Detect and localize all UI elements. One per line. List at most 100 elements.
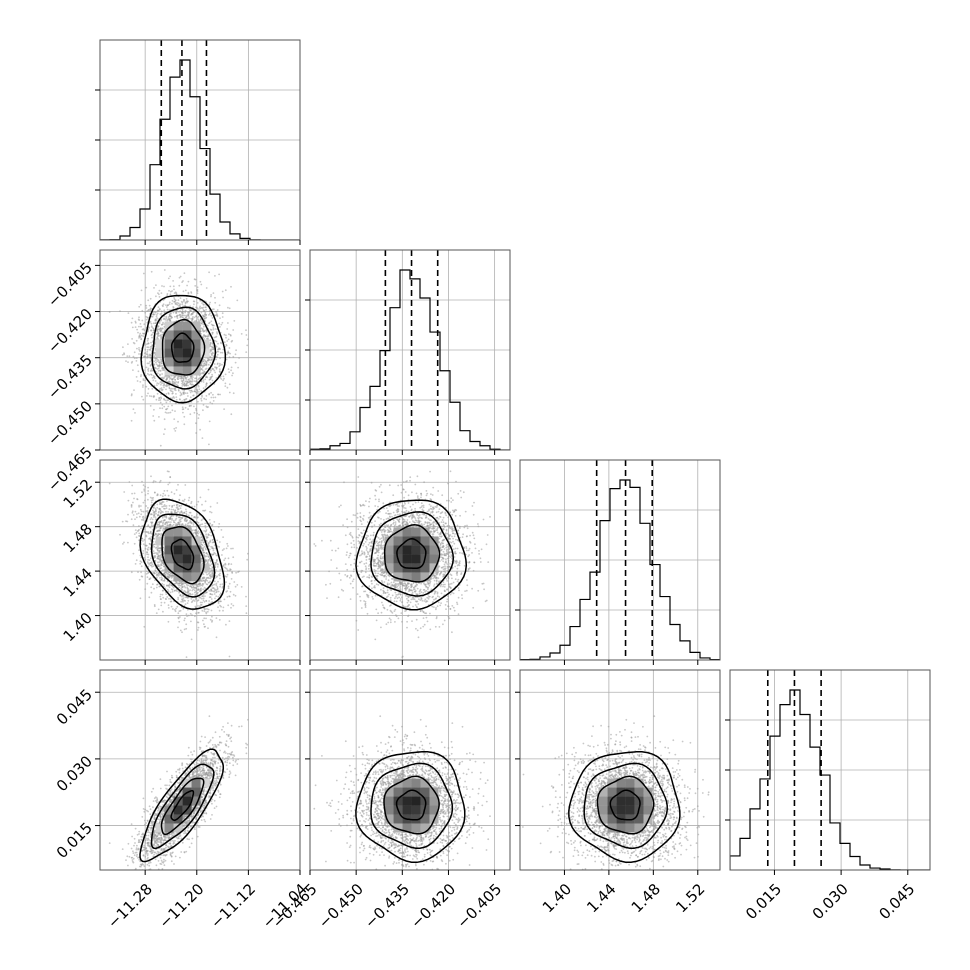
scatter-point	[196, 286, 199, 289]
scatter-point	[193, 405, 195, 408]
scatter-point	[133, 497, 135, 500]
scatter-point	[227, 338, 230, 341]
scatter-point	[232, 392, 235, 395]
scatter-point	[178, 499, 181, 501]
scatter-point	[149, 496, 152, 499]
scatter-point	[150, 329, 153, 332]
histogram-step	[100, 59, 300, 240]
scatter-point	[182, 290, 185, 293]
scatter-point	[140, 374, 143, 376]
scatter-point	[165, 408, 168, 411]
scatter-point	[171, 409, 174, 412]
scatter-point	[202, 409, 204, 412]
scatter-point	[214, 296, 216, 299]
scatter-point	[138, 350, 141, 352]
scatter-point	[229, 334, 232, 337]
scatter-point	[221, 363, 223, 366]
scatter-point	[133, 389, 135, 391]
histogram-panel-0	[95, 39, 301, 245]
scatter-point	[127, 312, 130, 314]
scatter-point	[227, 306, 229, 309]
density-panel-1-0	[95, 249, 301, 455]
scatter-point	[157, 382, 160, 385]
scatter-point	[138, 305, 141, 308]
scatter-point	[171, 290, 174, 292]
scatter-point	[142, 335, 145, 337]
scatter-point	[164, 428, 166, 431]
scatter-point	[142, 272, 145, 275]
scatter-point	[136, 380, 139, 382]
scatter-point	[163, 398, 166, 401]
scatter-point	[175, 292, 178, 294]
scatter-point	[222, 296, 225, 299]
scatter-point	[135, 357, 138, 359]
y-tick-label: −0.450	[44, 397, 96, 449]
scatter-point	[166, 412, 168, 414]
scatter-point	[140, 571, 143, 574]
scatter-point	[172, 306, 175, 309]
scatter-point	[147, 299, 150, 302]
scatter-point	[198, 388, 201, 391]
scatter-point	[174, 315, 176, 318]
scatter-point	[201, 395, 203, 398]
scatter-point	[205, 287, 208, 289]
scatter-point	[226, 386, 229, 389]
scatter-point	[173, 288, 175, 291]
scatter-point	[204, 378, 207, 381]
scatter-point	[148, 395, 151, 397]
scatter-point	[157, 306, 160, 308]
scatter-point	[153, 408, 155, 411]
scatter-point	[162, 492, 165, 495]
scatter-point	[224, 373, 227, 376]
scatter-point	[161, 407, 164, 410]
scatter-point	[186, 284, 189, 287]
scatter-point	[203, 623, 205, 626]
scatter-point	[150, 270, 153, 273]
scatter-point	[203, 397, 206, 400]
scatter-point	[130, 419, 133, 422]
scatter-point	[175, 607, 178, 610]
scatter-point	[232, 355, 235, 358]
scatter-point	[212, 292, 215, 294]
scatter-point	[210, 294, 213, 296]
scatter-point	[215, 340, 218, 343]
scatter-point	[181, 381, 184, 384]
scatter-point	[140, 375, 142, 378]
scatter-point	[220, 529, 223, 531]
scatter-point	[163, 405, 166, 408]
scatter-point	[195, 432, 198, 434]
scatter-point	[144, 588, 147, 590]
scatter-point	[147, 492, 149, 495]
scatter-point	[220, 600, 222, 603]
scatter-point	[192, 376, 194, 379]
scatter-point	[155, 361, 157, 364]
scatter-point	[222, 379, 225, 382]
scatter-point	[224, 385, 227, 387]
scatter-point	[181, 499, 184, 502]
scatter-point	[212, 396, 215, 399]
scatter-point	[223, 377, 225, 380]
scatter-point	[199, 280, 202, 283]
scatter-point	[153, 364, 156, 366]
scatter-point	[208, 303, 211, 306]
scatter-point	[212, 348, 215, 351]
scatter-point	[218, 273, 221, 276]
scatter-point	[177, 420, 179, 423]
scatter-point	[142, 510, 145, 513]
scatter-point	[225, 334, 227, 337]
scatter-point	[126, 355, 129, 357]
scatter-point	[245, 334, 248, 336]
scatter-point	[158, 296, 161, 298]
scatter-point	[155, 284, 157, 286]
scatter-point	[220, 323, 223, 326]
scatter-point	[213, 369, 216, 372]
scatter-point	[219, 317, 221, 320]
scatter-point	[163, 490, 166, 492]
scatter-point	[166, 596, 169, 598]
scatter-point	[127, 361, 129, 363]
scatter-point	[215, 314, 218, 317]
scatter-point	[142, 484, 145, 487]
scatter-point	[132, 408, 135, 411]
scatter-point	[144, 379, 147, 382]
